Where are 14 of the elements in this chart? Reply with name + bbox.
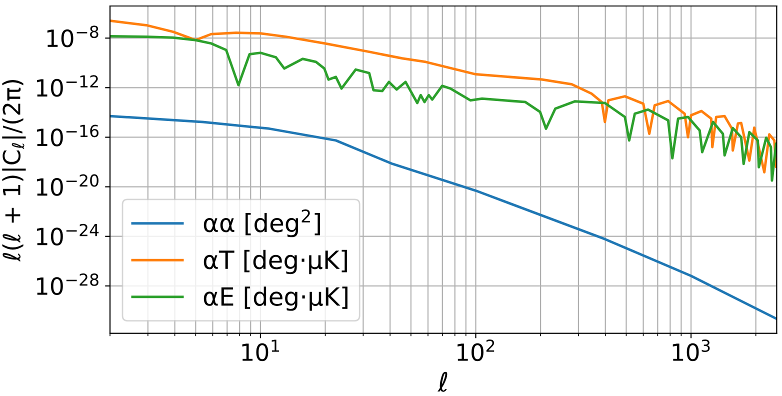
legend-label: αα [deg$^{2}$] <box>204 209 320 238</box>
y-tick-label: 10$^{−28}$ <box>36 273 98 296</box>
y-tick-label: 10$^{−20}$ <box>36 174 98 196</box>
y-tick-label: 10$^{−8}$ <box>47 26 98 48</box>
x-axis-title: ℓ <box>438 372 448 392</box>
x-tick-label: 10$^{3}$ <box>672 339 710 362</box>
y-tick-label: 10$^{−12}$ <box>36 75 98 97</box>
y-tick-label: 10$^{−16}$ <box>36 124 99 146</box>
y-axis-title: ℓ(ℓ + 1)|C$_{ℓ}$|/(2π) <box>2 80 26 262</box>
legend-label: αT [deg·μK] <box>204 250 347 274</box>
legend-label: αE [deg·μK] <box>204 286 348 311</box>
y-tick-label: 10$^{−24}$ <box>36 224 99 246</box>
x-tick-label: 10$^{2}$ <box>458 339 494 362</box>
x-tick-label: 10$^{1}$ <box>242 340 279 362</box>
